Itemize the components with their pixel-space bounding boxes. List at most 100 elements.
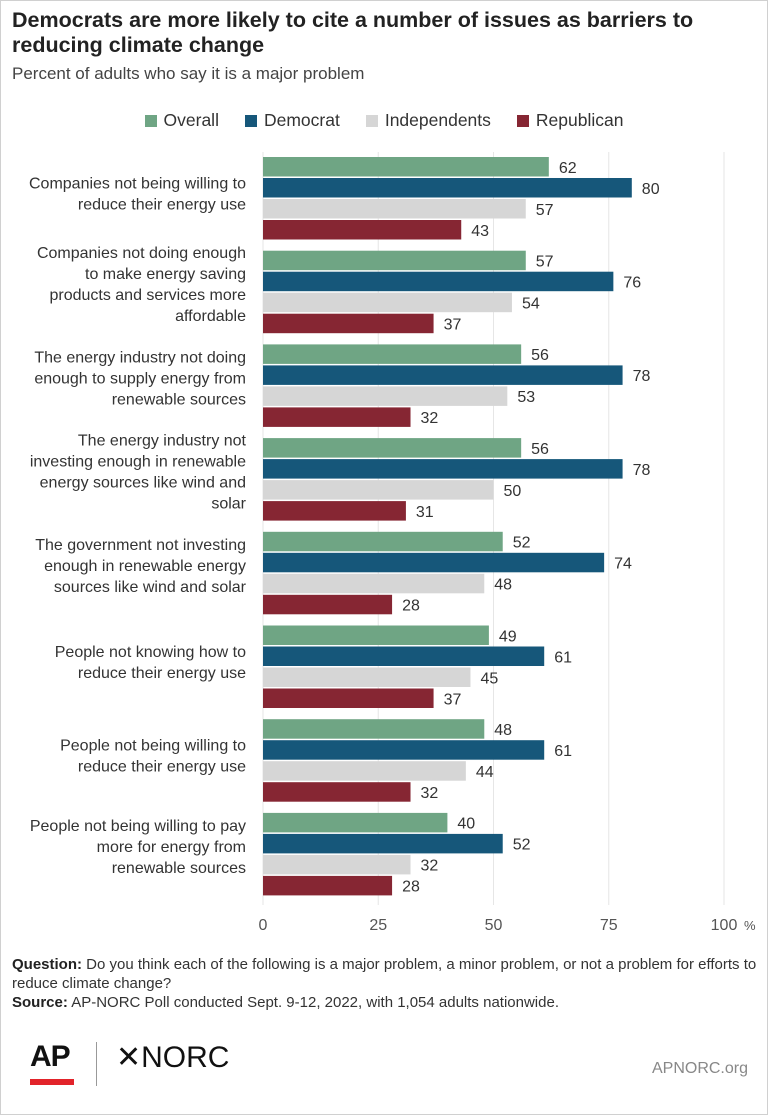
bar-republican bbox=[263, 782, 411, 802]
bar-independents bbox=[263, 573, 485, 594]
bar-republican bbox=[263, 501, 406, 521]
data-label: 50 bbox=[504, 483, 522, 500]
bar-democrat bbox=[263, 365, 623, 385]
category-label-line: reduce their energy use bbox=[78, 665, 246, 682]
chart-title: Democrats are more likely to cite a numb… bbox=[12, 8, 694, 57]
bar-democrat bbox=[263, 178, 632, 198]
bar-democrat bbox=[263, 646, 545, 666]
legend-swatch-overall bbox=[144, 114, 157, 127]
bar-independents bbox=[263, 667, 471, 687]
data-label: 48 bbox=[494, 722, 512, 739]
site-link[interactable]: APNORC.org bbox=[651, 1060, 748, 1077]
category-label-line: solar bbox=[211, 496, 246, 513]
category-label-line: investing enough in renewable bbox=[30, 454, 246, 471]
data-label: 57 bbox=[536, 202, 554, 219]
data-label: 31 bbox=[416, 504, 434, 521]
data-label: 37 bbox=[444, 691, 462, 708]
bar-overall bbox=[263, 250, 526, 271]
footer-notes: Question: Do you think each of the follo… bbox=[12, 955, 757, 1012]
category-label-line: sources like wind and solar bbox=[54, 579, 247, 596]
question-label: Question: bbox=[12, 956, 82, 973]
category-label-line: People not being willing to bbox=[60, 738, 246, 755]
category-label: The government not investing enough in re… bbox=[35, 537, 246, 596]
data-label: 74 bbox=[614, 556, 632, 573]
bar-independents bbox=[263, 480, 494, 500]
bar-republican bbox=[263, 688, 434, 708]
category-label-line: more for energy from bbox=[97, 839, 246, 856]
x-tick-label: 75 bbox=[600, 917, 618, 934]
data-label: 53 bbox=[517, 389, 535, 406]
norc-wordmark: NORC bbox=[141, 1041, 230, 1074]
bar-overall bbox=[263, 719, 485, 739]
legend-swatch-democrat bbox=[244, 114, 257, 127]
category-label: People not being willing to reduce their … bbox=[60, 738, 246, 776]
category-label-line: renewable sources bbox=[112, 391, 246, 408]
bar-overall bbox=[263, 438, 522, 458]
ap-logo: AP bbox=[30, 1040, 71, 1073]
category-label-line: The energy industry not bbox=[78, 433, 247, 450]
data-label: 28 bbox=[402, 598, 420, 615]
legend-item-democrat: Democrat bbox=[244, 110, 340, 131]
category-label-line: energy sources like wind and bbox=[40, 475, 246, 492]
bar-overall bbox=[263, 531, 503, 552]
bar-overall bbox=[263, 157, 549, 177]
bar-republican bbox=[263, 313, 434, 334]
category-label: The energy industry not investing enough … bbox=[30, 433, 247, 513]
bar-independents bbox=[263, 761, 466, 781]
chart-subtitle: Percent of adults who say it is a major … bbox=[12, 64, 365, 83]
x-tick-label: 0 bbox=[259, 917, 268, 934]
bar-republican bbox=[263, 407, 411, 427]
bar-democrat bbox=[263, 459, 623, 479]
category-label: The energy industry not doing enough to s… bbox=[34, 349, 246, 408]
ap-logo-bar bbox=[30, 1079, 74, 1085]
category-label-line: enough to supply energy from bbox=[34, 370, 246, 387]
x-tick-label: 50 bbox=[485, 917, 503, 934]
bar-overall bbox=[263, 812, 448, 833]
legend-label-overall: Overall bbox=[163, 110, 219, 130]
data-label: 32 bbox=[421, 858, 439, 875]
data-label: 37 bbox=[444, 316, 462, 333]
legend-item-republican: Republican bbox=[516, 110, 624, 131]
category-label-line: Companies not being willing to bbox=[29, 176, 246, 193]
legend-item-overall: Overall bbox=[144, 110, 219, 131]
source-label: Source: bbox=[12, 994, 68, 1011]
bar-overall bbox=[263, 625, 489, 645]
source-note: Source: AP-NORC Poll conducted Sept. 9-1… bbox=[12, 993, 757, 1012]
data-label: 49 bbox=[499, 628, 517, 645]
data-label: 32 bbox=[421, 785, 439, 802]
legend-label-independents: Independents bbox=[384, 110, 491, 130]
category-label-line: enough in renewable energy bbox=[44, 558, 246, 575]
bar-independents bbox=[263, 386, 508, 406]
category-label-line: The government not investing bbox=[35, 537, 246, 554]
data-label: 78 bbox=[633, 368, 651, 385]
question-note: Question: Do you think each of the follo… bbox=[12, 955, 757, 993]
data-label: 52 bbox=[513, 535, 531, 552]
category-label-line: to make energy saving bbox=[85, 266, 246, 283]
norc-mark-icon: ✕ bbox=[116, 1041, 142, 1074]
category-label-line: renewable sources bbox=[112, 860, 246, 877]
category-label: People not knowing how to reduce their en… bbox=[55, 644, 246, 682]
data-label: 54 bbox=[522, 295, 540, 312]
bar-chart: 0 25 50 75 100 % 62 80 57 43 Companies not being w… bbox=[29, 152, 756, 934]
legend-label-republican: Republican bbox=[535, 110, 624, 130]
x-tick-label: 100 bbox=[711, 917, 738, 934]
bar-republican bbox=[263, 875, 393, 896]
bar-democrat bbox=[263, 740, 545, 760]
bar-independents bbox=[263, 199, 526, 219]
data-label: 52 bbox=[513, 837, 531, 854]
category-label: People not being willing to pay more for … bbox=[30, 818, 246, 877]
data-label: 48 bbox=[494, 577, 512, 594]
data-label: 44 bbox=[476, 764, 494, 781]
bar-independents bbox=[263, 292, 512, 313]
category-label-line: People not being willing to pay bbox=[30, 818, 246, 835]
category-label-line: reduce their energy use bbox=[78, 759, 246, 776]
data-label: 57 bbox=[536, 253, 554, 270]
data-label: 78 bbox=[633, 462, 651, 479]
bar-overall bbox=[263, 344, 522, 364]
category-label-line: reduce their energy use bbox=[78, 197, 246, 214]
legend-swatch-independents bbox=[365, 114, 378, 127]
category-label-line: The energy industry not doing bbox=[34, 349, 246, 366]
data-label: 40 bbox=[457, 816, 475, 833]
category-label: Companies not doing enough to make energy… bbox=[37, 245, 246, 325]
data-label: 56 bbox=[531, 441, 549, 458]
